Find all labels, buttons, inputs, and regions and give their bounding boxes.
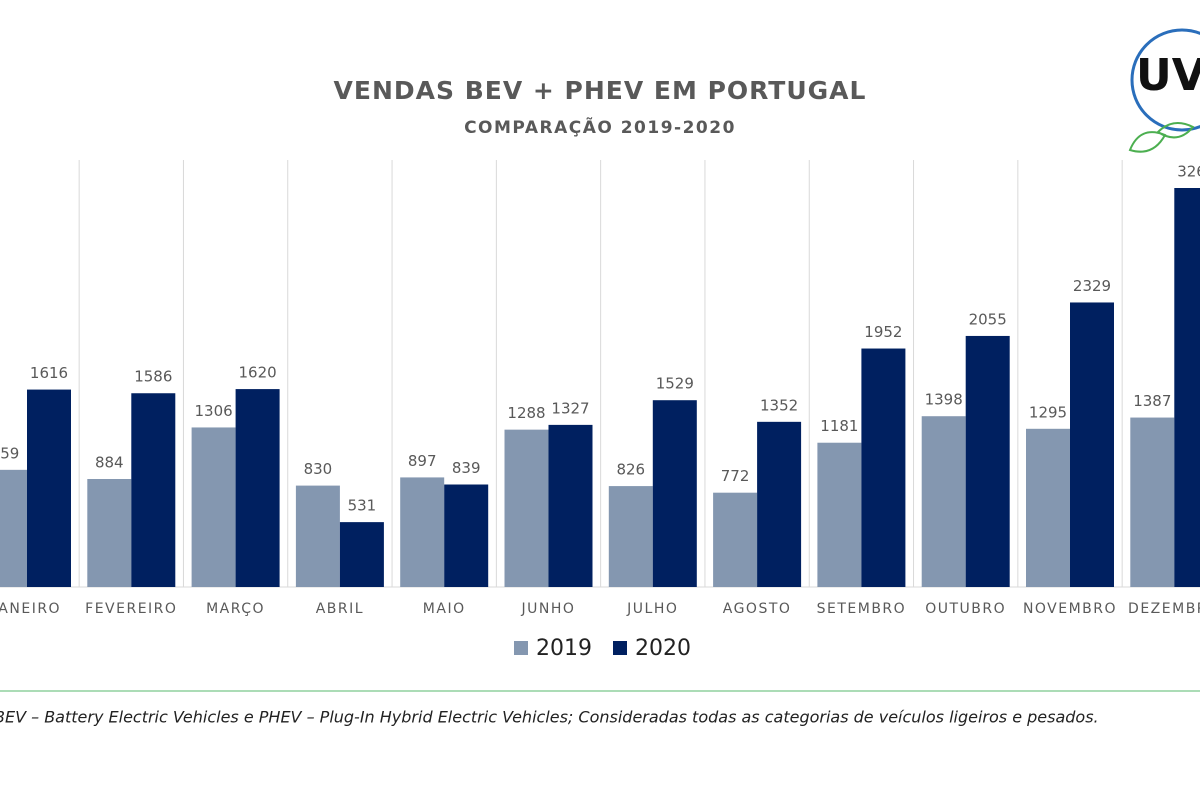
bar xyxy=(652,400,697,587)
data-label: 2055 xyxy=(969,310,1007,328)
data-label: 1288 xyxy=(507,404,545,422)
x-tick-label: NOVEMBRO xyxy=(1023,601,1117,617)
data-label: 897 xyxy=(408,452,437,470)
x-tick-label: JULHO xyxy=(626,601,678,617)
bar xyxy=(608,486,653,587)
bar xyxy=(861,348,906,587)
x-tick-label: SETEMBRO xyxy=(817,601,907,617)
data-label: 2329 xyxy=(1073,277,1111,295)
chart-subtitle: COMPARAÇÃO 2019-2020 xyxy=(464,115,736,138)
legend-swatch xyxy=(613,641,627,655)
x-tick-label: MAIO xyxy=(423,601,466,617)
x-tick-label: DEZEMBRO xyxy=(1128,601,1200,617)
bar xyxy=(27,389,71,587)
bar xyxy=(400,477,445,587)
logo: UVE xyxy=(1128,28,1200,153)
data-label: 531 xyxy=(348,497,377,515)
bar xyxy=(921,416,966,587)
data-label: 1616 xyxy=(30,364,68,382)
data-label: 839 xyxy=(452,459,481,477)
footnote: BEV – Battery Electric Vehicles e PHEV –… xyxy=(0,708,1099,727)
legend-swatch xyxy=(514,641,528,655)
data-label: 1387 xyxy=(1133,392,1171,410)
data-label: 884 xyxy=(95,454,124,472)
data-label: 1529 xyxy=(656,375,694,393)
x-tick-label: ABRIL xyxy=(316,601,364,617)
data-label: 1352 xyxy=(760,396,798,414)
x-tick-label: JANEIRO xyxy=(0,601,61,617)
logo-ring xyxy=(1130,28,1200,132)
data-label: 3266 xyxy=(1177,163,1200,181)
bar xyxy=(1026,428,1070,587)
legend-label: 2020 xyxy=(635,636,691,661)
x-tick-label: FEVEREIRO xyxy=(85,601,177,617)
bar xyxy=(444,484,489,587)
data-label: 1586 xyxy=(134,368,172,386)
data-label: 1327 xyxy=(551,399,589,417)
logo-leaf xyxy=(1128,122,1195,153)
data-label: 826 xyxy=(616,461,645,479)
bar xyxy=(965,335,1010,587)
x-tick-label: JUNHO xyxy=(521,601,576,617)
x-tick-label: OUTUBRO xyxy=(925,601,1006,617)
data-label: 1181 xyxy=(820,417,858,435)
data-label: 1306 xyxy=(195,402,233,420)
bar xyxy=(0,469,27,587)
data-label: 1398 xyxy=(925,391,963,409)
x-tick-label: MARÇO xyxy=(206,601,265,617)
bar xyxy=(757,421,802,587)
bar xyxy=(504,429,549,587)
bar xyxy=(295,485,340,587)
bar xyxy=(1174,188,1200,587)
bar xyxy=(339,522,384,587)
bar xyxy=(713,492,758,587)
data-label: 772 xyxy=(721,467,750,485)
bar xyxy=(1070,302,1114,587)
legend-label: 2019 xyxy=(536,636,592,661)
data-label: 1952 xyxy=(864,323,902,341)
bar xyxy=(548,424,593,587)
logo-text: UVE xyxy=(1136,50,1200,101)
bar xyxy=(235,389,280,587)
data-label: 830 xyxy=(304,460,333,478)
data-label: 959 xyxy=(0,444,19,462)
chart-title: VENDAS BEV + PHEV EM PORTUGAL xyxy=(334,76,867,105)
bar xyxy=(131,393,176,587)
x-tick-label: AGOSTO xyxy=(723,601,792,617)
data-label: 1295 xyxy=(1029,403,1067,421)
bar xyxy=(1130,417,1175,587)
bar xyxy=(817,442,862,587)
bar xyxy=(87,479,132,587)
bar xyxy=(191,427,236,587)
data-label: 1620 xyxy=(239,364,277,382)
